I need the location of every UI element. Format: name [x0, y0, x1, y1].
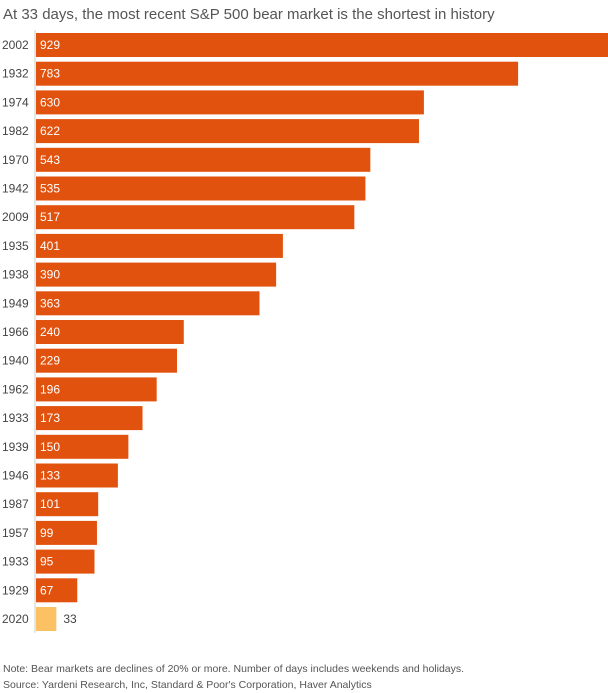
- bar-highlight: [36, 607, 57, 631]
- category-label: 2020: [2, 612, 29, 626]
- bar-value-label: 783: [40, 67, 60, 81]
- bar-value-label: 401: [40, 239, 60, 253]
- category-label: 1933: [2, 411, 29, 425]
- category-label: 1974: [2, 95, 29, 109]
- category-label: 1970: [2, 153, 29, 167]
- bar-value-label: 622: [40, 124, 60, 138]
- category-label: 1933: [2, 555, 29, 569]
- category-label: 1939: [2, 440, 29, 454]
- bar-value-label: 229: [40, 354, 60, 368]
- bar: [36, 147, 371, 172]
- bar: [36, 578, 78, 603]
- category-label: 1987: [2, 497, 29, 511]
- bar-chart: 2002 929 1932 783 1974 630 1982 622 1970 543 1942 5…: [2, 30, 608, 633]
- category-label: 1966: [2, 325, 29, 339]
- chart-note: Note: Bear markets are declines of 20% o…: [3, 663, 465, 675]
- bar: [36, 549, 95, 574]
- bar-value-label: 517: [40, 210, 60, 224]
- bar-value-label: 99: [40, 526, 54, 540]
- bar: [36, 262, 277, 287]
- bar-value-label: 173: [40, 411, 60, 425]
- bar: [36, 176, 366, 201]
- bar-value-label: 196: [40, 382, 60, 396]
- category-label: 1982: [2, 124, 29, 138]
- bar-value-label: 390: [40, 268, 60, 282]
- category-label: 2002: [2, 38, 29, 52]
- bar: [36, 291, 260, 316]
- category-label: 1938: [2, 268, 29, 282]
- bar-value-label: 535: [40, 182, 60, 196]
- bar-value-label: 101: [40, 497, 60, 511]
- category-label: 1957: [2, 526, 29, 540]
- bar-value-label: 630: [40, 95, 60, 109]
- bar-value-label: 240: [40, 325, 60, 339]
- bar-value-label: 67: [40, 583, 54, 597]
- category-label: 1932: [2, 67, 29, 81]
- bar-value-label: 543: [40, 153, 60, 167]
- category-label: 1946: [2, 469, 29, 483]
- category-label: 1940: [2, 354, 29, 368]
- category-label: 1929: [2, 583, 29, 597]
- bar: [36, 90, 424, 115]
- bar: [36, 233, 283, 258]
- bar: [36, 463, 118, 488]
- bar: [36, 61, 519, 86]
- category-label: 1935: [2, 239, 29, 253]
- category-label: 1962: [2, 382, 29, 396]
- bar: [36, 520, 97, 545]
- bar: [36, 348, 177, 373]
- category-label: 2009: [2, 210, 29, 224]
- bar: [36, 119, 419, 144]
- bar: [36, 406, 143, 431]
- category-label: 1942: [2, 182, 29, 196]
- bar: [36, 377, 157, 402]
- bar: [36, 33, 608, 57]
- bar: [36, 205, 355, 230]
- bar: [36, 492, 99, 517]
- bar-value-label: 95: [40, 555, 54, 569]
- bar-value-label: 33: [63, 612, 77, 626]
- bar: [36, 434, 129, 459]
- bar-value-label: 150: [40, 440, 60, 454]
- bar-value-label: 363: [40, 296, 60, 310]
- chart-title: At 33 days, the most recent S&P 500 bear…: [3, 6, 495, 23]
- bar-value-label: 929: [40, 38, 60, 52]
- bar: [36, 320, 184, 344]
- category-label: 1949: [2, 296, 29, 310]
- bar-value-label: 133: [40, 469, 60, 483]
- chart-source: Source: Yardeni Research, Inc, Standard …: [3, 679, 372, 691]
